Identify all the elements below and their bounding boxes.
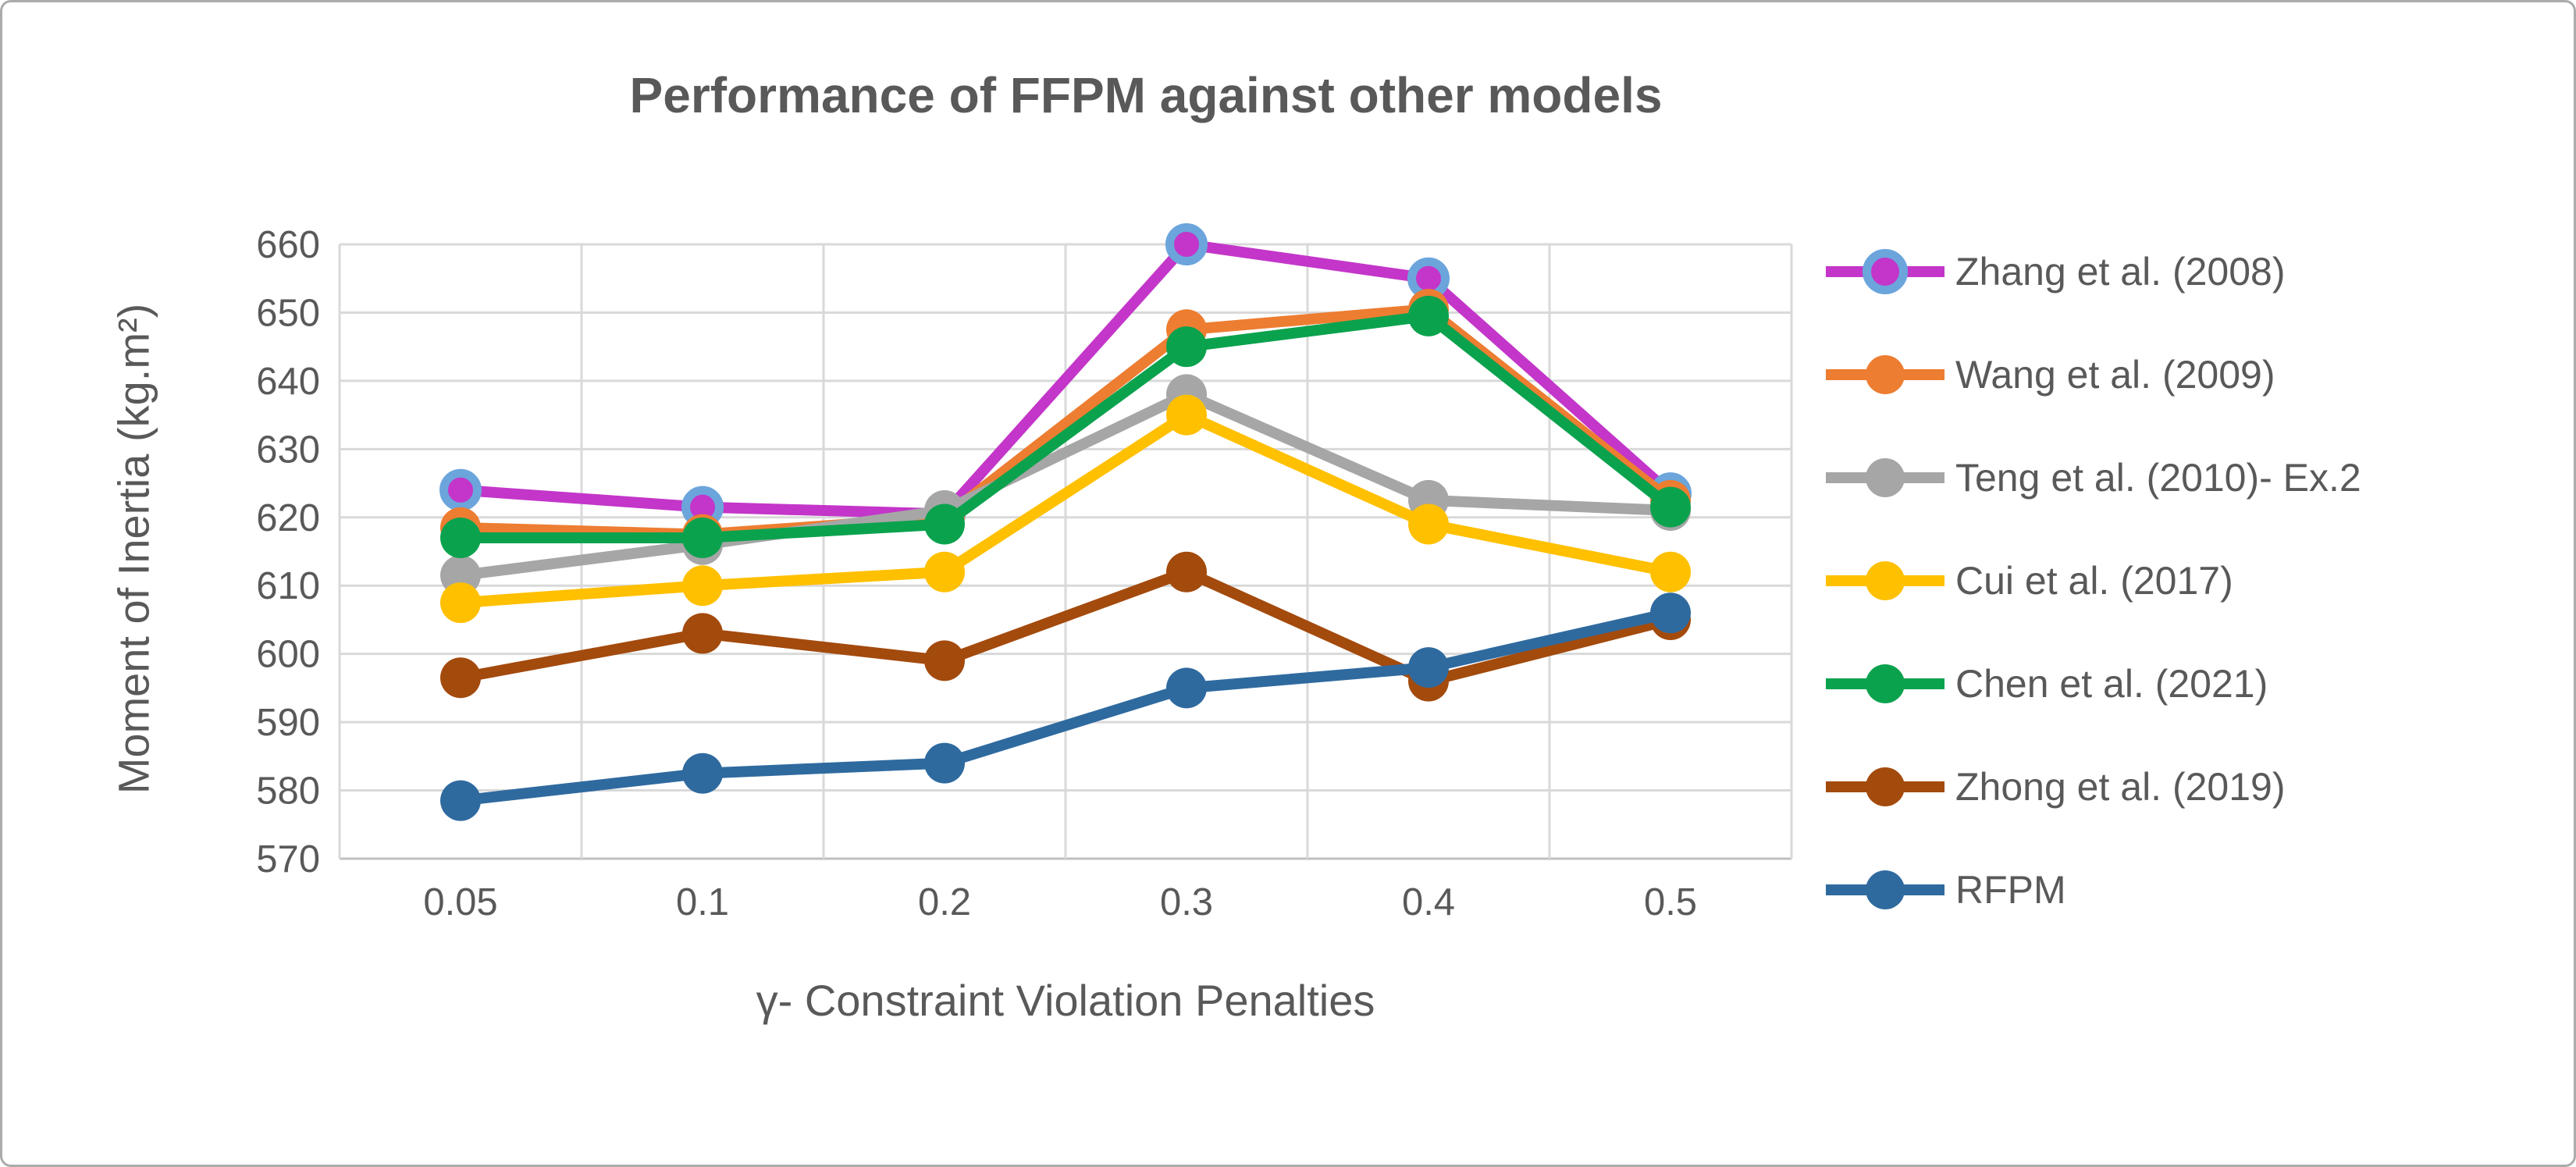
legend-marker-icon xyxy=(1866,664,1905,703)
x-tick-label: 0.5 xyxy=(1644,881,1697,923)
data-point-marker xyxy=(440,657,481,699)
data-point-marker xyxy=(439,468,482,511)
legend-swatch xyxy=(1826,248,1944,295)
legend-label: Cui et al. (2017) xyxy=(1955,559,2233,603)
legend-swatch xyxy=(1826,454,1944,501)
x-tick-label: 0.3 xyxy=(1160,881,1213,923)
series-line xyxy=(455,239,1676,520)
y-tick-label: 630 xyxy=(256,429,320,471)
legend-swatch xyxy=(1826,763,1944,810)
data-point-marker xyxy=(1650,486,1691,528)
data-point-marker xyxy=(924,503,965,545)
series-chen-et-al-2021 xyxy=(440,295,1691,559)
data-point-marker xyxy=(924,640,965,681)
legend-item-chen-et-al-2021: Chen et al. (2021) xyxy=(1826,632,2361,735)
legend-swatch xyxy=(1826,351,1944,398)
data-point-marker xyxy=(440,518,481,559)
legend-label: Teng et al. (2010)- Ex.2 xyxy=(1955,456,2361,500)
legend-label: Wang et al. (2009) xyxy=(1955,353,2275,397)
data-point-marker xyxy=(1166,394,1207,436)
legend-item-zhong-et-al-2019: Zhong et al. (2019) xyxy=(1826,735,2361,838)
y-tick-label: 640 xyxy=(256,361,320,403)
data-point-marker xyxy=(1166,326,1207,368)
series-line xyxy=(455,566,1676,687)
y-tick-label: 620 xyxy=(256,497,320,539)
legend-swatch xyxy=(1826,660,1944,707)
series-line xyxy=(455,409,1676,609)
x-tick-label: 0.4 xyxy=(1402,881,1455,923)
y-tick-label: 590 xyxy=(256,702,320,744)
legend-marker-icon xyxy=(1866,458,1905,497)
data-point-marker xyxy=(1166,551,1207,592)
legend-marker-icon xyxy=(1866,355,1905,394)
data-point-marker xyxy=(682,565,723,607)
x-tick-label: 0.1 xyxy=(676,881,729,923)
legend-item-cui-et-al-2017: Cui et al. (2017) xyxy=(1826,529,2361,632)
legend-swatch xyxy=(1826,866,1944,913)
legend-item-zhang-et-al-2008: Zhang et al. (2008) xyxy=(1826,220,2361,323)
series-rfpm xyxy=(440,592,1691,821)
legend-marker-icon xyxy=(1863,249,1908,294)
legend-swatch xyxy=(1826,557,1944,604)
legend-marker-icon xyxy=(1866,870,1905,909)
data-point-marker xyxy=(1650,592,1691,634)
legend-label: Chen et al. (2021) xyxy=(1955,662,2268,706)
data-point-marker xyxy=(1408,647,1449,688)
chart-title: Performance of FFPM against other models xyxy=(629,67,1663,123)
y-tick-label: 660 xyxy=(256,224,320,266)
y-tick-label: 650 xyxy=(256,292,320,334)
data-point-marker xyxy=(1650,551,1691,592)
legend-item-rfpm: RFPM xyxy=(1826,838,2361,941)
y-tick-label: 580 xyxy=(256,770,320,813)
x-tick-label: 0.2 xyxy=(918,881,971,923)
series-line xyxy=(455,389,1676,582)
series-line xyxy=(455,607,1676,806)
data-point-marker xyxy=(1408,503,1449,545)
legend-label: Zhong et al. (2019) xyxy=(1955,765,2286,809)
series-cui-et-al-2017 xyxy=(440,394,1691,624)
x-tick-label: 0.05 xyxy=(423,881,497,923)
legend-marker-icon xyxy=(1866,767,1905,806)
legend-item-teng-et-al-2010-ex-2: Teng et al. (2010)- Ex.2 xyxy=(1826,426,2361,529)
data-point-marker xyxy=(924,551,965,592)
legend: Zhang et al. (2008) Wang et al. (2009) Ten… xyxy=(1826,220,2361,941)
legend-label: Zhang et al. (2008) xyxy=(1955,250,2286,294)
data-point-marker xyxy=(682,753,723,794)
y-tick-label: 570 xyxy=(256,838,320,881)
data-point-marker xyxy=(1166,667,1207,709)
data-point-marker xyxy=(440,582,481,624)
legend-marker-icon xyxy=(1866,561,1905,600)
series-line xyxy=(455,310,1676,544)
y-axis-title: Moment of Inertia (kg.m²) xyxy=(109,303,158,795)
data-point-marker xyxy=(924,742,965,784)
legend-label: RFPM xyxy=(1955,868,2066,912)
data-point-marker xyxy=(682,613,723,654)
data-point-marker xyxy=(1408,295,1449,336)
y-tick-label: 610 xyxy=(256,565,320,607)
legend-item-wang-et-al-2009: Wang et al. (2009) xyxy=(1826,323,2361,426)
data-point-marker xyxy=(682,518,723,559)
y-tick-label: 600 xyxy=(256,634,320,676)
x-axis-title: γ- Constraint Violation Penalties xyxy=(756,976,1375,1025)
data-point-marker xyxy=(440,780,481,821)
data-point-marker xyxy=(1165,223,1208,265)
